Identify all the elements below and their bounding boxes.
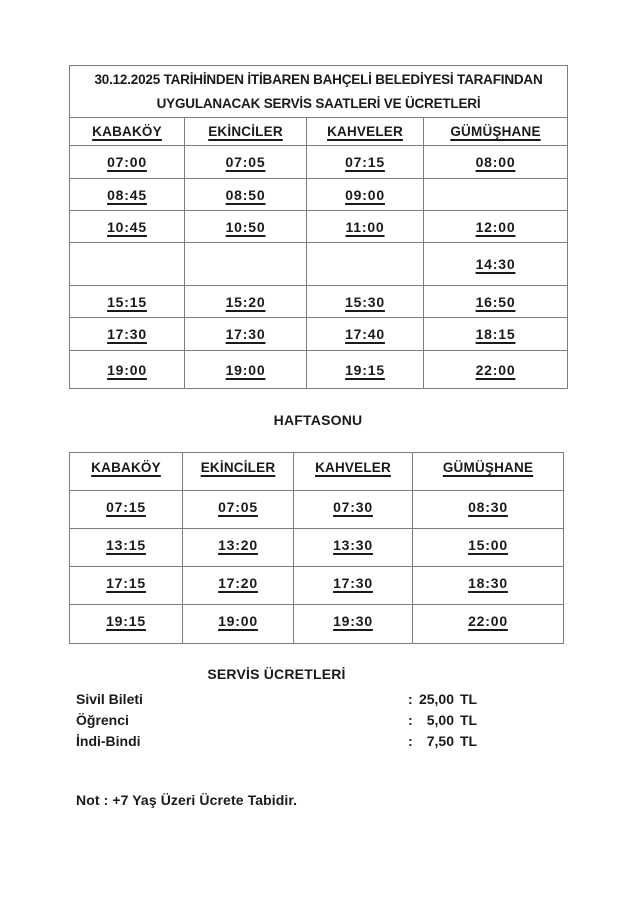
time-cell: 15:00: [412, 528, 564, 567]
time-cell: 22:00: [423, 350, 568, 389]
schedule-row: 10:45 10:50 11:00 12:00: [69, 210, 568, 243]
time-cell: 13:30: [293, 528, 413, 567]
time-cell: 18:30: [412, 566, 564, 605]
schedule-row: 07:15 07:05 07:30 08:30: [69, 490, 564, 529]
weekday-schedule-table: 30.12.2025 TARİHİNDEN İTİBAREN BAHÇELİ B…: [69, 65, 568, 389]
time-cell: 08:50: [184, 178, 307, 211]
time-cell: 07:30: [293, 490, 413, 529]
schedule-title-line1: 30.12.2025 TARİHİNDEN İTİBAREN BAHÇELİ B…: [94, 71, 543, 87]
fare-currency: TL: [460, 733, 478, 749]
empty-cell: [423, 178, 568, 211]
fare-row: İndi-Bindi:7,50 TL: [76, 731, 477, 752]
time-cell: 08:30: [412, 490, 564, 529]
time-cell: 13:15: [69, 528, 183, 567]
fare-colon: :: [408, 712, 413, 728]
time-cell: 19:30: [293, 604, 413, 644]
weekday-schedule-body: 30.12.2025 TARİHİNDEN İTİBAREN BAHÇELİ B…: [69, 65, 568, 389]
time-cell: 18:15: [423, 317, 568, 351]
schedule-row: 17:30 17:30 17:40 18:15: [69, 317, 568, 351]
time-cell: 17:30: [69, 317, 185, 351]
empty-cell: [69, 242, 185, 286]
fare-amount: 25,00: [418, 691, 454, 707]
fare-colon: :: [408, 691, 413, 707]
time-cell: 07:15: [306, 145, 424, 179]
schedule-row: 17:15 17:20 17:30 18:30: [69, 566, 564, 605]
schedule-title: 30.12.2025 TARİHİNDEN İTİBAREN BAHÇELİ B…: [69, 65, 568, 118]
fare-row: Öğrenci:5,00 TL: [76, 710, 477, 731]
column-header: EKİNCİLER: [182, 452, 294, 491]
schedule-row: 19:15 19:00 19:30 22:00: [69, 604, 564, 644]
time-cell: 08:00: [423, 145, 568, 179]
time-cell: 17:20: [182, 566, 294, 605]
schedule-row: 07:00 07:05 07:15 08:00: [69, 145, 568, 179]
weekend-schedule-body: KABAKÖY EKİNCİLER KAHVELER GÜMÜŞHANE 07:15 07…: [69, 452, 564, 644]
fare-value: :25,00 TL: [408, 689, 477, 710]
time-cell: 19:00: [69, 350, 185, 389]
age-note: Not : +7 Yaş Üzeri Ücrete Tabidir.: [76, 792, 298, 808]
fares-heading: SERVİS ÜCRETLERİ: [207, 666, 346, 682]
time-cell: 17:40: [306, 317, 424, 351]
time-cell: 15:20: [184, 285, 307, 318]
time-cell: 07:05: [182, 490, 294, 529]
fare-colon: :: [408, 733, 413, 749]
column-header: GÜMÜŞHANE: [423, 117, 568, 146]
column-header: KAHVELER: [293, 452, 413, 491]
time-cell: 13:20: [182, 528, 294, 567]
fare-currency: TL: [460, 691, 478, 707]
schedule-row: 19:00 19:00 19:15 22:00: [69, 350, 568, 389]
time-cell: 16:50: [423, 285, 568, 318]
fare-label: İndi-Bindi: [76, 733, 141, 749]
time-cell: 07:15: [69, 490, 183, 529]
empty-cell: [306, 242, 424, 286]
time-cell: 10:50: [184, 210, 307, 243]
time-cell: 07:05: [184, 145, 307, 179]
fare-label: Sivil Bileti: [76, 691, 143, 707]
time-cell: 22:00: [412, 604, 564, 644]
column-header: KAHVELER: [306, 117, 424, 146]
schedule-row: 15:15 15:20 15:30 16:50: [69, 285, 568, 318]
fare-value: :5,00 TL: [408, 710, 477, 731]
time-cell: 08:45: [69, 178, 185, 211]
time-cell: 14:30: [423, 242, 568, 286]
schedule-title-line2: UYGULANACAK SERVİS SAATLERİ VE ÜCRETLERİ: [156, 95, 481, 111]
schedule-row: 14:30: [69, 242, 568, 286]
time-cell: 19:15: [306, 350, 424, 389]
header-row: KABAKÖY EKİNCİLER KAHVELER GÜMÜŞHANE: [69, 117, 568, 146]
time-cell: 15:15: [69, 285, 185, 318]
fare-row: Sivil Bileti:25,00 TL: [76, 689, 477, 710]
fares-section: SERVİS ÜCRETLERİ Sivil Bileti:25,00 TL Öğr…: [76, 666, 477, 752]
time-cell: 19:00: [184, 350, 307, 389]
time-cell: 17:30: [184, 317, 307, 351]
time-cell: 17:15: [69, 566, 183, 605]
time-cell: 19:15: [69, 604, 183, 644]
weekend-section-heading: HAFTASONU: [273, 412, 363, 428]
time-cell: 19:00: [182, 604, 294, 644]
fare-value: :7,50 TL: [408, 731, 477, 752]
column-header: KABAKÖY: [69, 117, 185, 146]
time-cell: 10:45: [69, 210, 185, 243]
weekend-schedule-table: KABAKÖY EKİNCİLER KAHVELER GÜMÜŞHANE 07:15 07…: [69, 452, 564, 644]
fares-list: Sivil Bileti:25,00 TL Öğrenci:5,00 TL İndi-B…: [76, 689, 477, 752]
schedule-row: 08:45 08:50 09:00: [69, 178, 568, 211]
column-header: KABAKÖY: [69, 452, 183, 491]
time-cell: 11:00: [306, 210, 424, 243]
table-title-row: 30.12.2025 TARİHİNDEN İTİBAREN BAHÇELİ B…: [69, 65, 568, 118]
time-cell: 15:30: [306, 285, 424, 318]
time-cell: 09:00: [306, 178, 424, 211]
schedule-row: 13:15 13:20 13:30 15:00: [69, 528, 564, 567]
fare-label: Öğrenci: [76, 712, 129, 728]
fare-amount: 7,50: [426, 733, 454, 749]
column-header: GÜMÜŞHANE: [412, 452, 564, 491]
time-cell: 17:30: [293, 566, 413, 605]
fare-currency: TL: [460, 712, 478, 728]
header-row: KABAKÖY EKİNCİLER KAHVELER GÜMÜŞHANE: [69, 452, 564, 491]
column-header: EKİNCİLER: [184, 117, 307, 146]
fare-amount: 5,00: [426, 712, 454, 728]
time-cell: 12:00: [423, 210, 568, 243]
time-cell: 07:00: [69, 145, 185, 179]
empty-cell: [184, 242, 307, 286]
